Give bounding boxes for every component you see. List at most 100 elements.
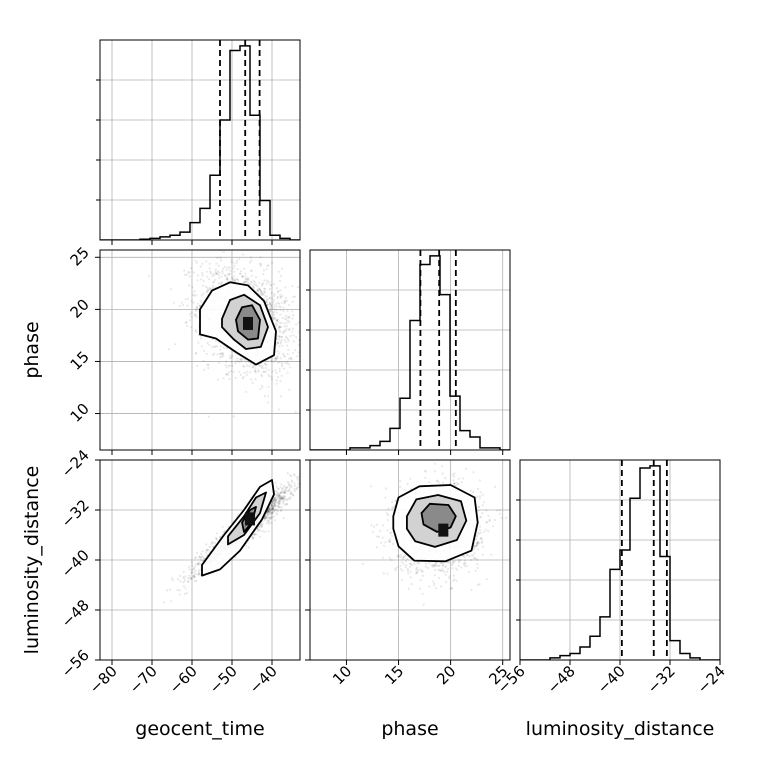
sample-point (267, 510, 270, 513)
sample-point (207, 363, 210, 366)
sample-point (259, 529, 262, 532)
sample-point (279, 500, 282, 503)
sample-point (254, 369, 257, 372)
sample-point (416, 571, 419, 574)
sample-point (404, 560, 407, 563)
sample-point (195, 294, 198, 297)
sample-point (291, 494, 294, 497)
sample-point (244, 281, 248, 284)
sample-point (278, 345, 281, 348)
sample-point (478, 583, 481, 586)
sample-point (279, 496, 282, 499)
sample-point (481, 540, 484, 543)
sample-point (197, 573, 200, 576)
sample-point (390, 559, 393, 562)
sample-point (280, 325, 283, 329)
sample-point (273, 317, 276, 320)
sample-point (222, 354, 225, 357)
sample-point (229, 364, 232, 367)
sample-point (194, 569, 197, 573)
sample-point (286, 360, 289, 363)
sample-point (193, 294, 196, 297)
sample-point (317, 310, 319, 312)
sample-point (250, 378, 253, 381)
sample-point (277, 494, 280, 498)
sample-point (396, 555, 399, 558)
sample-point (275, 320, 278, 323)
sample-point (277, 327, 280, 330)
sample-point (425, 562, 428, 566)
sample-point (285, 325, 288, 328)
sample-point (440, 585, 443, 588)
sample-point (269, 503, 273, 506)
sample-point (243, 280, 246, 283)
sample-point (275, 493, 278, 496)
sample-point (441, 565, 445, 568)
sample-point (227, 364, 230, 368)
sample-point (200, 278, 203, 281)
sample-point (254, 283, 257, 286)
sample-point (261, 522, 264, 525)
sample-point (389, 537, 392, 541)
sample-point (281, 267, 284, 270)
sample-point (470, 554, 473, 557)
sample-point (275, 357, 279, 360)
sample-point (476, 566, 479, 570)
sample-point (317, 348, 319, 350)
sample-point (267, 510, 270, 513)
sample-point (259, 264, 262, 267)
sample-point (271, 508, 274, 511)
sample-point (200, 555, 203, 558)
scatter-panel-phase-vs-luminosity_distance (310, 460, 510, 660)
sample-point (254, 367, 257, 370)
sample-point (427, 566, 430, 570)
sample-point (273, 293, 276, 296)
sample-point (284, 341, 287, 344)
sample-point (276, 350, 279, 353)
sample-point (452, 561, 455, 564)
sample-point (271, 297, 274, 300)
sample-point (278, 367, 281, 370)
sample-point (271, 511, 274, 514)
sample-point (273, 498, 276, 501)
sample-point (457, 477, 460, 480)
sample-point (451, 564, 454, 567)
sample-point (183, 592, 187, 595)
sample-point (296, 286, 299, 289)
sample-point (398, 555, 401, 558)
sample-point (305, 479, 307, 481)
sample-point (276, 295, 279, 298)
sample-point (278, 335, 281, 338)
sample-point (277, 341, 280, 344)
sample-point (293, 474, 296, 477)
sample-point (279, 357, 282, 360)
sample-point (267, 303, 270, 306)
sample-point (482, 501, 485, 504)
sample-point (276, 341, 279, 344)
sample-point (235, 259, 239, 262)
sample-point (295, 323, 298, 326)
sample-point (213, 345, 216, 348)
sample-point (288, 327, 291, 331)
sample-point (278, 338, 281, 341)
sample-point (189, 577, 192, 580)
sample-point (257, 288, 260, 291)
sample-point (194, 314, 197, 317)
sample-point (222, 267, 225, 270)
sample-point (182, 581, 185, 584)
sample-point (370, 524, 373, 527)
sample-point (477, 531, 480, 534)
sample-point (282, 498, 286, 501)
sample-point (182, 570, 185, 573)
sample-point (249, 280, 252, 283)
sample-point (278, 502, 281, 505)
sample-point (403, 489, 407, 492)
sample-point (330, 440, 332, 442)
sample-point (475, 544, 478, 547)
sample-point (278, 326, 281, 329)
sample-point (262, 370, 265, 373)
sample-point (207, 367, 210, 370)
sample-point (278, 492, 281, 495)
sample-point (441, 563, 444, 567)
sample-point (275, 508, 278, 511)
